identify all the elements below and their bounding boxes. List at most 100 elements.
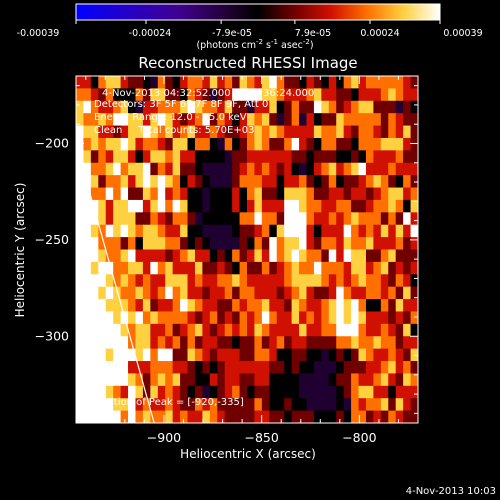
heatmap-cell — [247, 175, 256, 189]
heatmap-cell — [254, 274, 263, 288]
heatmap-cell — [83, 100, 92, 114]
heatmap-cell — [358, 199, 367, 213]
heatmap-cell — [299, 150, 308, 164]
heatmap-cell — [336, 299, 345, 313]
heatmap-cell — [351, 348, 360, 362]
heatmap-cell — [388, 336, 397, 350]
heatmap-cell — [202, 348, 211, 362]
heatmap-cell — [202, 311, 211, 325]
heatmap-cell — [321, 150, 330, 164]
heatmap-cell — [157, 336, 166, 350]
heatmap-cell — [373, 100, 382, 114]
heatmap-cell — [98, 175, 107, 189]
heatmap-cell — [128, 224, 137, 238]
heatmap-cell — [224, 348, 233, 362]
heatmap-cell — [105, 361, 114, 375]
heatmap-cell — [98, 199, 107, 213]
heatmap-cell — [247, 137, 256, 151]
heatmap-cell — [269, 199, 278, 213]
heatmap-cell — [306, 361, 315, 375]
heatmap-cell — [187, 385, 196, 399]
heatmap-cell — [291, 76, 300, 89]
heatmap-cell — [98, 137, 107, 151]
heatmap-cell — [276, 237, 285, 251]
heatmap-cell — [194, 274, 203, 288]
heatmap-cell — [388, 150, 397, 164]
heatmap-cell — [90, 299, 99, 313]
heatmap-cell — [321, 175, 330, 189]
heatmap-cell — [306, 187, 315, 201]
x-tick-label: −900 — [147, 430, 181, 445]
heatmap-cell — [276, 125, 285, 139]
heatmap-cell — [306, 76, 315, 89]
heatmap-cell — [172, 224, 181, 238]
heatmap-cell — [76, 125, 85, 139]
heatmap-cell — [313, 237, 322, 251]
heatmap-cell — [388, 100, 397, 114]
heatmap-cell — [388, 88, 397, 102]
heatmap-cell — [120, 385, 129, 399]
heatmap-cell — [232, 373, 241, 387]
heatmap-cell — [328, 274, 337, 288]
heatmap-cell — [358, 398, 367, 412]
heatmap-cell — [187, 299, 196, 313]
heatmap-cell — [172, 162, 181, 176]
heatmap-cell — [165, 385, 174, 399]
heatmap-cell — [373, 237, 382, 251]
heatmap-cell — [247, 410, 256, 423]
heatmap-cell — [83, 137, 92, 151]
heatmap-cell — [365, 162, 374, 176]
heatmap-cell — [365, 274, 374, 288]
heatmap-cell — [261, 286, 270, 300]
heatmap-cell — [113, 299, 122, 313]
heatmap-cell — [232, 385, 241, 399]
heatmap-cell — [202, 373, 211, 387]
heatmap-cell — [217, 137, 226, 151]
heatmap-cell — [247, 361, 256, 375]
heatmap-cell — [410, 137, 418, 151]
heatmap-cell — [239, 162, 248, 176]
heatmap-cell — [202, 336, 211, 350]
heatmap-cell — [76, 162, 85, 176]
heatmap-cell — [150, 237, 159, 251]
heatmap-cell — [306, 261, 315, 275]
heatmap-cell — [209, 299, 218, 313]
heatmap-cell — [150, 224, 159, 238]
heatmap-cell — [150, 113, 159, 127]
heatmap-cell — [142, 274, 151, 288]
heatmap-cell — [128, 286, 137, 300]
heatmap-cell — [209, 261, 218, 275]
heatmap-cell — [276, 348, 285, 362]
heatmap-cell — [202, 274, 211, 288]
heatmap-cell — [247, 385, 256, 399]
heatmap-cell — [128, 274, 137, 288]
heatmap-cell — [321, 137, 330, 151]
heatmap-cell — [403, 348, 412, 362]
heatmap-cell — [217, 323, 226, 337]
heatmap-cell — [313, 398, 322, 412]
heatmap-cell — [83, 410, 92, 423]
heatmap-cell — [284, 150, 293, 164]
heatmap-cell — [351, 212, 360, 226]
heatmap-cell — [165, 323, 174, 337]
heatmap-cell — [172, 100, 181, 114]
heatmap-cell — [261, 224, 270, 238]
heatmap-cell — [98, 361, 107, 375]
heatmap-cell — [187, 88, 196, 102]
heatmap-cell — [395, 249, 404, 263]
heatmap-cell — [388, 299, 397, 313]
heatmap-cell — [142, 348, 151, 362]
heatmap-cell — [150, 361, 159, 375]
heatmap-cell — [336, 224, 345, 238]
heatmap-cell — [269, 373, 278, 387]
heatmap-cell — [202, 237, 211, 251]
heatmap-cell — [157, 150, 166, 164]
heatmap-cell — [120, 398, 129, 412]
heatmap-cell — [105, 299, 114, 313]
heatmap-cell — [328, 361, 337, 375]
heatmap-cell — [328, 162, 337, 176]
heatmap-cell — [321, 187, 330, 201]
heatmap-cell — [224, 311, 233, 325]
heatmap-cell — [343, 212, 352, 226]
heatmap-cell — [254, 249, 263, 263]
